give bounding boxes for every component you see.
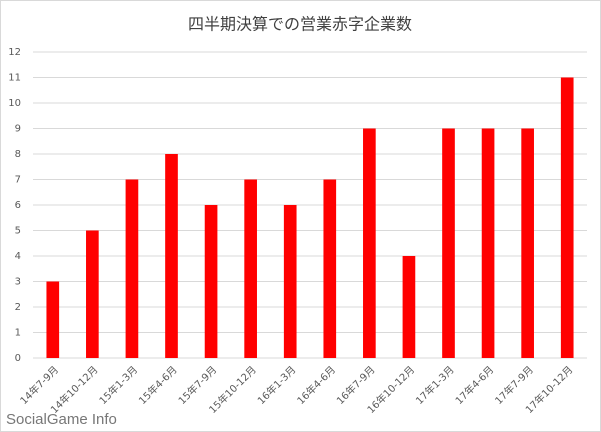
y-tick-label: 4 [15,251,21,262]
y-tick-label: 11 [8,73,21,84]
bar [560,77,574,358]
y-tick-label: 1 [15,328,21,339]
bar [125,179,139,358]
bar [521,128,534,358]
bar [323,179,337,358]
y-tick-label: 5 [15,226,21,237]
bar [46,281,60,358]
bar [442,128,455,358]
bar [402,256,416,358]
y-tick-label: 8 [15,149,21,160]
y-tick-label: 0 [15,353,21,364]
y-tick-label: 12 [8,47,21,58]
bar [283,205,297,358]
y-tick-label: 9 [15,124,21,135]
y-tick-label: 7 [15,175,21,186]
chart-title: 四半期決算での営業赤字企業数 [188,15,412,34]
bar [165,154,178,358]
bar [363,128,376,358]
bar [244,179,257,358]
y-tick-label: 2 [15,302,21,313]
y-tick-label: 6 [15,200,21,211]
bar [86,230,99,358]
y-tick-label: 10 [8,98,21,109]
bar [204,205,218,358]
bar [481,128,495,358]
y-tick-label: 3 [15,277,21,288]
watermark: SocialGame Info [6,411,117,428]
